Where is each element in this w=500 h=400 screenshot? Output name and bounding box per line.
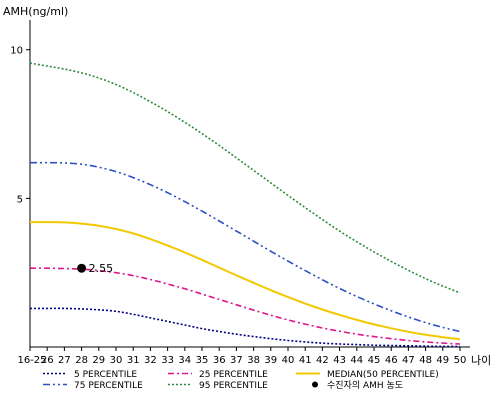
y-tick-label: 10: [10, 46, 23, 57]
patient-amh-point: [77, 263, 87, 273]
legend-item-p75: 75 PERCENTILE: [43, 381, 143, 391]
legend-label: 25 PERCENTILE: [199, 370, 268, 380]
legend-label: MEDIAN(50 PERCENTILE): [327, 370, 439, 380]
legend-item-p5: 5 PERCENTILE: [43, 370, 137, 380]
x-tick-label: 38: [247, 355, 260, 366]
x-tick-label: 44: [350, 355, 363, 366]
p25-line: [29, 267, 461, 345]
x-tick-label: 33: [161, 355, 174, 366]
x-tick-label: 16-25: [17, 355, 46, 366]
x-tick-label: 43: [333, 355, 346, 366]
x-tick-label: 34: [178, 355, 191, 366]
x-tick-label: 29: [92, 355, 105, 366]
x-tick-label: 27: [58, 355, 71, 366]
legend-item-p25: 25 PERCENTILE: [168, 370, 268, 380]
y-axis-label: AMH(ng/ml): [3, 5, 68, 18]
x-tick-label: 42: [316, 355, 329, 366]
x-tick-label: 41: [299, 355, 312, 366]
p75-line: [29, 161, 461, 333]
x-tick-label: 50: [454, 355, 467, 366]
p5-line: [30, 307, 461, 348]
x-axis-label: 나이: [471, 354, 491, 367]
x-tick-label: 28: [75, 355, 88, 366]
patient-amh-value-label: 2.55: [89, 262, 114, 275]
legend-item-p95: 95 PERCENTILE: [168, 381, 268, 391]
p95-line: [29, 62, 461, 294]
x-tick-label: 26: [41, 355, 54, 366]
x-tick-label: 36: [213, 355, 226, 366]
legend-item-median: MEDIAN(50 PERCENTILE): [296, 370, 439, 380]
x-tick-label: 47: [402, 355, 415, 366]
x-tick-label: 49: [436, 355, 449, 366]
x-tick-label: 30: [110, 355, 123, 366]
x-tick-label: 39: [264, 355, 277, 366]
x-tick-label: 40: [282, 355, 295, 366]
x-tick-label: 35: [196, 355, 209, 366]
patient-marker-group: 2.55: [77, 262, 113, 275]
x-tick-label: 32: [144, 355, 157, 366]
x-tick-label: 37: [230, 355, 243, 366]
x-tick-label: 46: [385, 355, 398, 366]
x-tick-label: 31: [127, 355, 140, 366]
legend-label: 5 PERCENTILE: [74, 370, 137, 380]
x-tick-label: 45: [368, 355, 381, 366]
legend-label: 수진자의 AMH 농도: [327, 380, 403, 391]
legend-label: 95 PERCENTILE: [199, 381, 268, 391]
legend: 5 PERCENTILE 25 PERCENTILE MEDIAN(50 PERCE…: [43, 370, 439, 391]
median-line: [30, 221, 461, 341]
y-ticks: 10 5: [10, 46, 30, 205]
legend-swatch: [312, 381, 318, 388]
y-tick-label: 5: [17, 194, 23, 205]
legend-label: 75 PERCENTILE: [74, 381, 143, 391]
legend-item-patient: 수진자의 AMH 농도: [312, 380, 403, 391]
x-tick-label: 48: [419, 355, 432, 366]
series-lines: [29, 62, 461, 348]
